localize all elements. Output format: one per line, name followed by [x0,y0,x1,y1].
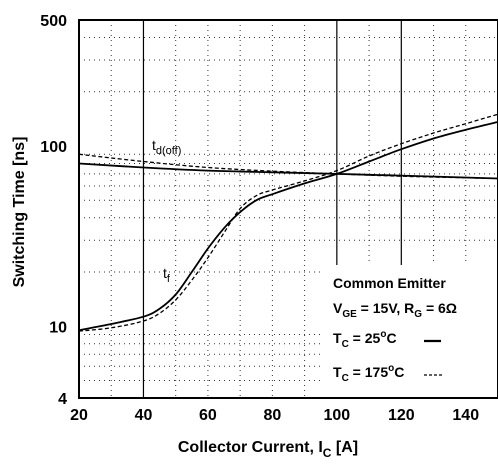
y-axis-title: Switching Time [ns] [11,137,28,288]
td-off-curve-label: td(off) [152,137,181,157]
legend-box [324,265,498,398]
x-axis-title: Collector Current, IC [A] [178,439,358,460]
y-tick-labels: 4 10 100 500 [40,13,67,408]
x-tick-label: 140 [452,407,479,424]
x-tick-label: 100 [323,407,350,424]
y-tick-label: 500 [40,13,67,30]
series-line-tf-tc-25-c [78,121,498,332]
x-tick-labels: 20 40 60 80 100 120 140 [70,407,479,424]
series-line-td-off-tc-25-c [78,162,498,180]
data-series [78,113,498,332]
legend-condition-line: VGE = 15V, RG = 6Ω [333,300,457,320]
legend-title: Common Emitter [333,275,446,291]
x-tick-label: 120 [388,407,415,424]
series-line-td-off-tc-175-c [78,153,498,180]
x-tick-label: 40 [135,407,153,424]
y-tick-label: 100 [40,139,67,156]
legend-tc25-label: TC = 25oC [333,329,397,350]
series-line-tf-tc-175-c [78,113,498,332]
x-tick-label: 80 [263,407,281,424]
x-tick-label: 20 [70,407,88,424]
tf-curve-label: tf [163,265,171,285]
plot-frame [78,19,498,399]
legend: Common Emitter VGE = 15V, RG = 6Ω TC = 2… [324,265,498,398]
legend-tc175-label: TC = 175oC [333,363,404,384]
y-tick-label: 10 [49,319,67,336]
x-tick-label: 60 [199,407,217,424]
y-tick-label: 4 [58,391,67,408]
